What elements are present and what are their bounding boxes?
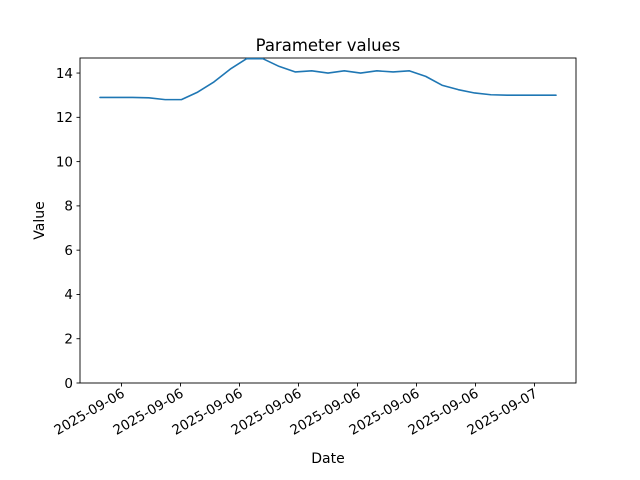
y-tick-label: 0 [64,376,73,392]
axes-spines [79,57,577,384]
y-tick-label: 8 [64,199,73,215]
y-tick-label: 6 [64,243,73,259]
y-tick-label: 10 [56,154,73,170]
y-tick-label: 12 [56,110,73,126]
chart-title: Parameter values [256,36,401,55]
data-line-parameter-values-line [99,57,557,101]
y-axis-label: Value [32,201,48,239]
x-axis-label: Date [311,451,344,467]
y-tick-label: 4 [64,287,73,303]
plot-area: 024681012142025-09-062025-09-062025-09-0… [52,57,577,439]
y-tick-label: 2 [64,332,73,348]
y-tick-label: 14 [56,66,73,82]
